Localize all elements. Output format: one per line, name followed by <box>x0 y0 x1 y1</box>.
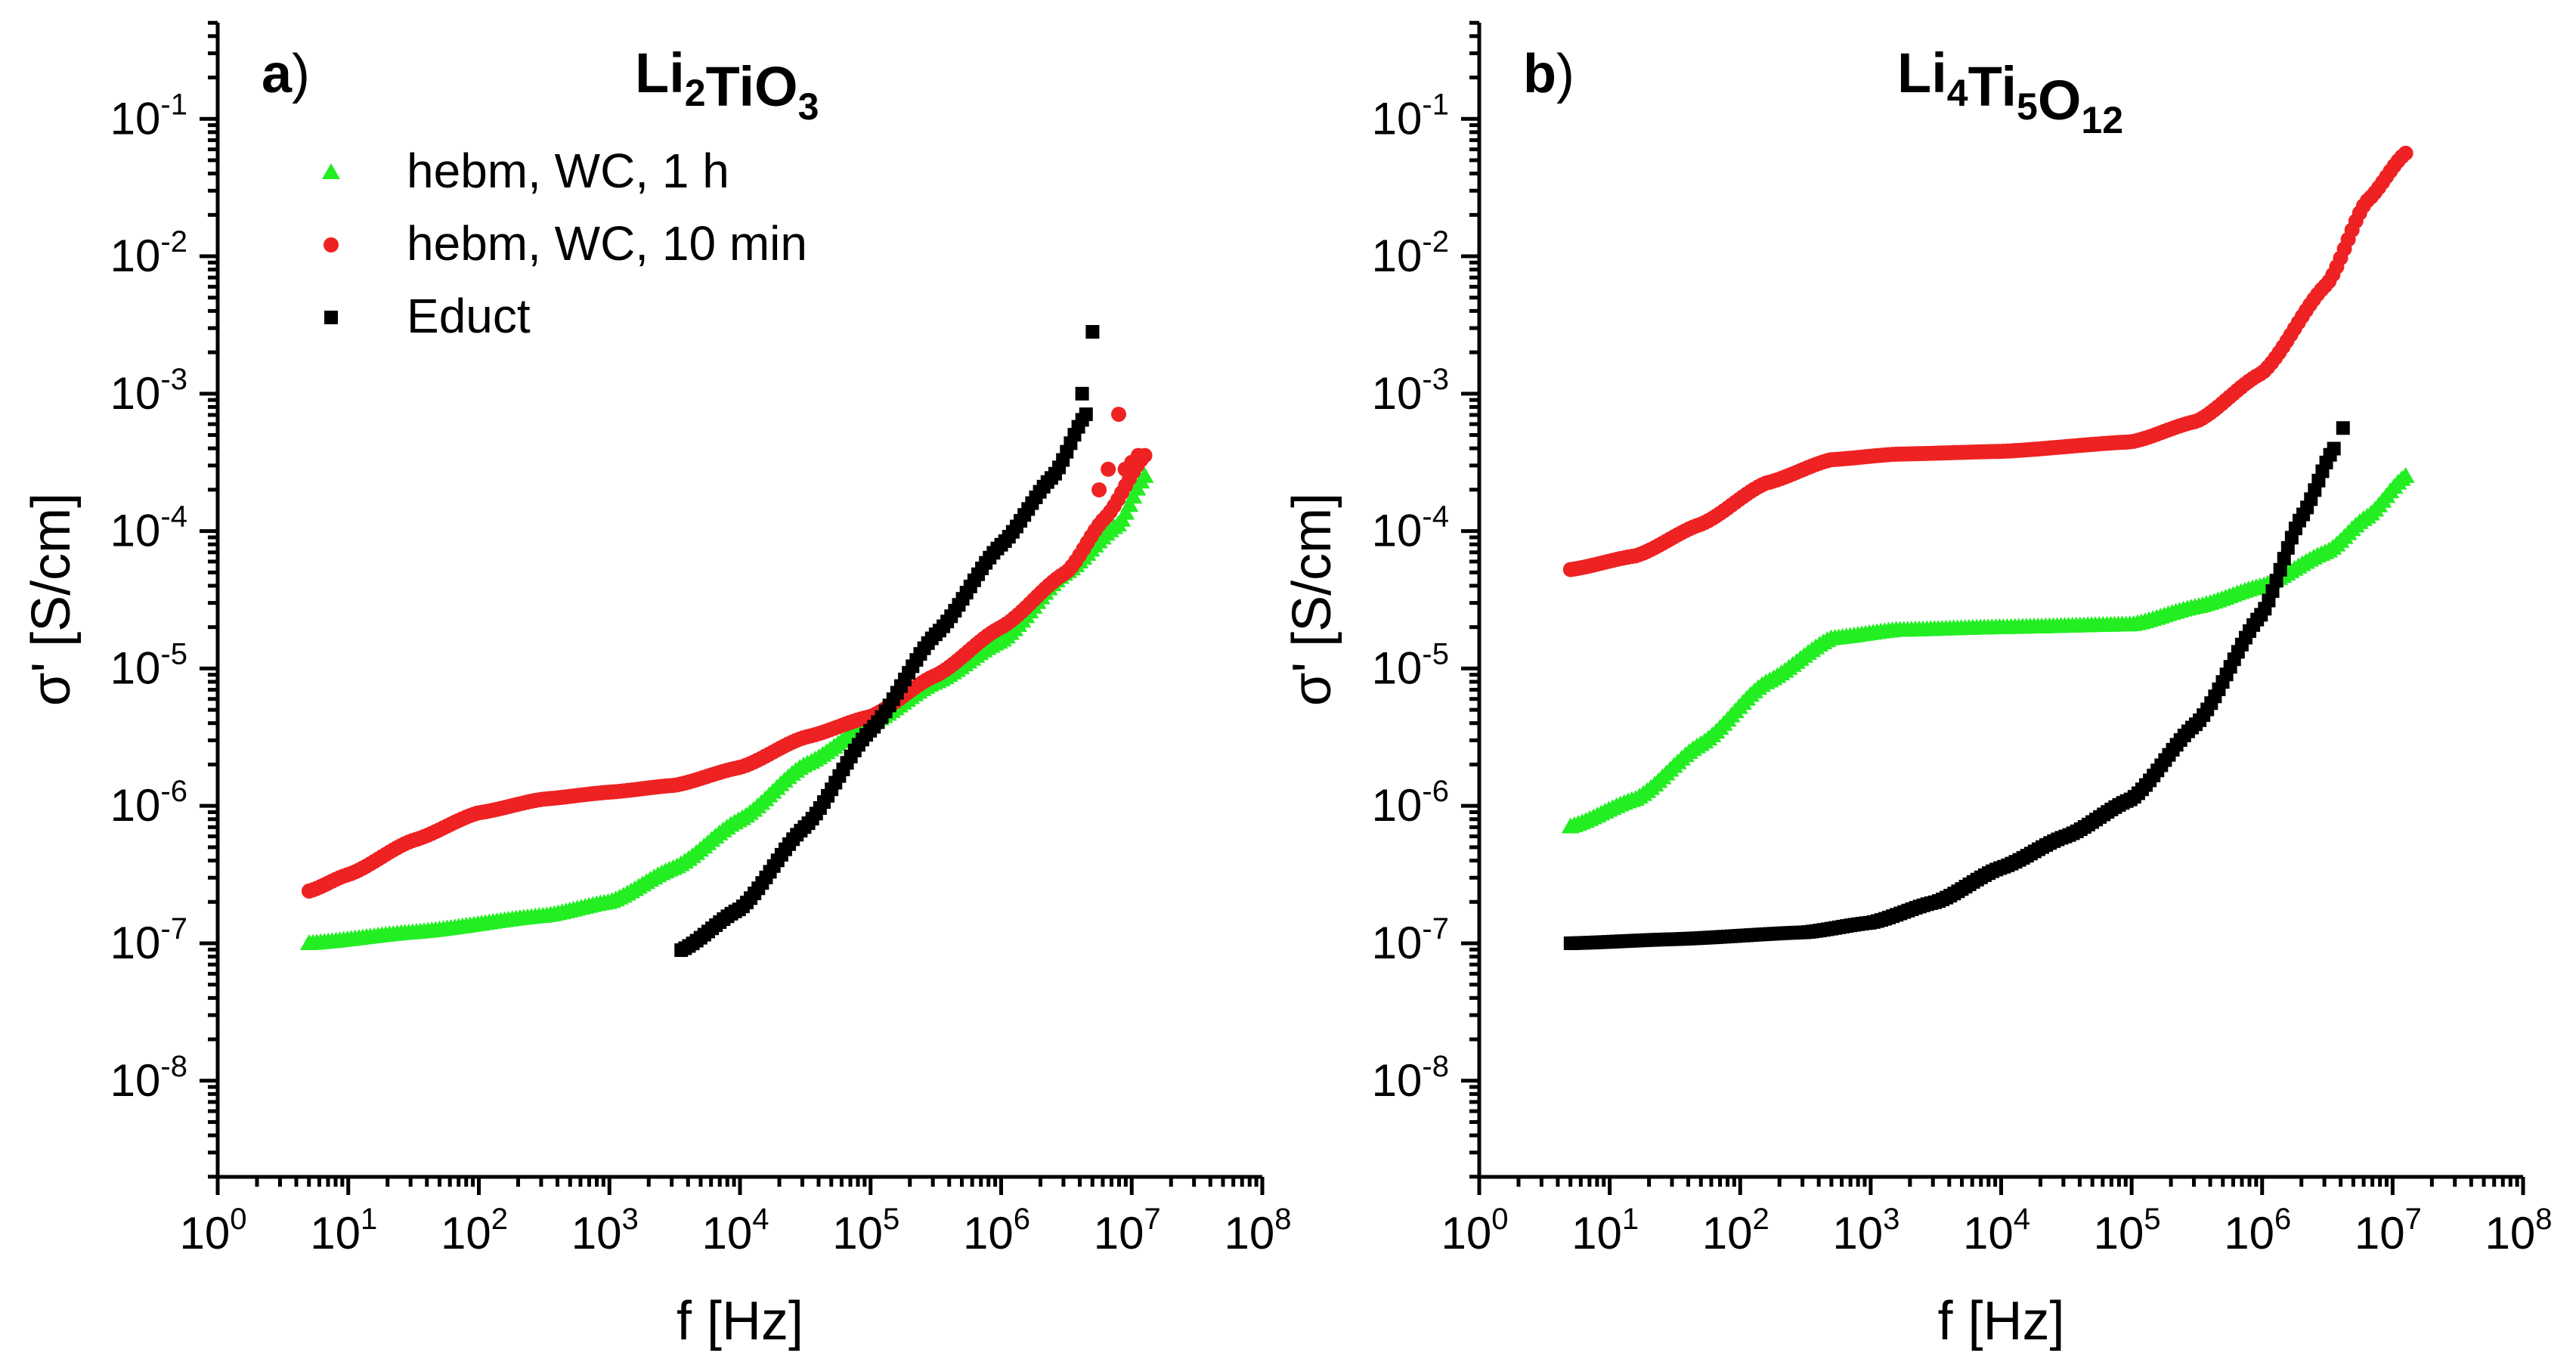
data-point <box>1120 496 1139 512</box>
data-point <box>2265 584 2280 598</box>
series-triangle <box>299 466 1154 950</box>
panel-a-chart: 100 101 102 103 104 105 106 107 108 10-8 10-7 10-6 1… <box>21 20 1292 1351</box>
x-tick-label: 104 <box>1963 1203 2030 1258</box>
data-point <box>2273 562 2287 577</box>
data-point <box>1110 407 1126 423</box>
data-point <box>1130 447 1146 463</box>
panel-letter: a) <box>262 44 310 104</box>
y-tick-label: 10-7 <box>1372 912 1449 968</box>
x-axis-label: f [Hz] <box>677 1291 803 1351</box>
x-tick-label: 106 <box>2224 1203 2291 1258</box>
y-tick-label: 10-3 <box>1372 363 1449 419</box>
y-axis-label: σ' [S/cm] <box>1282 493 1342 706</box>
data-point <box>1101 461 1116 477</box>
y-tick-label: 10-3 <box>110 363 187 419</box>
data-point <box>2269 574 2283 588</box>
x-tick-label: 107 <box>1094 1203 1161 1258</box>
legend-item: hebm, WC, 10 min <box>324 216 807 271</box>
y-tick-label: 10-7 <box>110 912 187 968</box>
x-tick-label: 105 <box>832 1203 899 1258</box>
x-tick-label: 105 <box>2094 1203 2161 1258</box>
legend-item: Educt <box>324 289 531 343</box>
y-tick-label: 10-1 <box>1372 88 1449 144</box>
y-tick-label: 10-2 <box>110 225 187 281</box>
series-square <box>1563 421 2350 950</box>
x-tick-label: 108 <box>2485 1203 2553 1258</box>
legend-marker-triangle <box>322 163 340 179</box>
x-tick-label: 102 <box>441 1203 508 1258</box>
legend-label: hebm, WC, 10 min <box>407 216 807 271</box>
y-tick-label: 10-4 <box>110 500 187 556</box>
x-axis-label: f [Hz] <box>1937 1291 2064 1351</box>
y-tick-label: 10-2 <box>1372 225 1449 281</box>
x-tick-label: 101 <box>1571 1203 1639 1258</box>
x-tick-label: 106 <box>963 1203 1030 1258</box>
x-tick-label: 107 <box>2355 1203 2422 1258</box>
data-point <box>2327 441 2341 456</box>
y-tick-label: 10-6 <box>110 775 187 831</box>
series-triangle <box>1561 466 2415 834</box>
x-tick-label: 104 <box>702 1203 769 1258</box>
x-tick-label: 103 <box>571 1203 639 1258</box>
x-tick-label: 101 <box>310 1203 377 1258</box>
y-tick-label: 10-5 <box>110 637 187 693</box>
legend-marker-square <box>324 311 338 324</box>
y-tick-label: 10-8 <box>1372 1050 1449 1106</box>
data-point <box>1085 325 1100 339</box>
data-point <box>1075 386 1089 401</box>
data-point <box>2336 421 2350 435</box>
x-tick-label: 100 <box>180 1203 247 1258</box>
panel-title: Li4Ti5O12 <box>1897 42 2123 141</box>
x-tick-label: 108 <box>1225 1203 1292 1258</box>
data-point <box>1079 407 1093 422</box>
data-point <box>2280 540 2295 555</box>
panel-title: Li2TiO3 <box>635 42 819 128</box>
data-point <box>1124 488 1143 504</box>
y-tick-label: 10-6 <box>1372 775 1449 831</box>
panel-b-chart: 100 101 102 103 104 105 106 107 108 10-8 10-7 10-6 1… <box>1282 20 2553 1351</box>
legend-item: hebm, WC, 1 h <box>322 144 729 198</box>
data-point <box>2396 466 2415 483</box>
legend: hebm, WC, 1 h hebm, WC, 10 min Educt <box>322 144 807 343</box>
data-point <box>2277 552 2291 566</box>
y-tick-label: 10-5 <box>1372 637 1449 693</box>
panel-letter: b) <box>1523 44 1574 104</box>
y-tick-label: 10-8 <box>110 1050 187 1106</box>
x-tick-label: 102 <box>1702 1203 1769 1258</box>
axes-frame <box>215 23 1262 1179</box>
x-tick-label: 100 <box>1441 1203 1509 1258</box>
x-tick-label: 103 <box>1832 1203 1899 1258</box>
data-point <box>1135 466 1154 483</box>
series-square <box>674 325 1100 958</box>
legend-label: hebm, WC, 1 h <box>407 144 729 198</box>
y-tick-label: 10-1 <box>110 88 187 144</box>
legend-marker-circle <box>324 237 339 252</box>
y-axis-label: σ' [S/cm] <box>21 493 82 706</box>
data-point <box>1091 482 1107 498</box>
data-point <box>2398 145 2413 161</box>
series-circle <box>1562 145 2413 577</box>
y-tick-label: 10-4 <box>1372 500 1449 556</box>
legend-label: Educt <box>407 289 531 343</box>
